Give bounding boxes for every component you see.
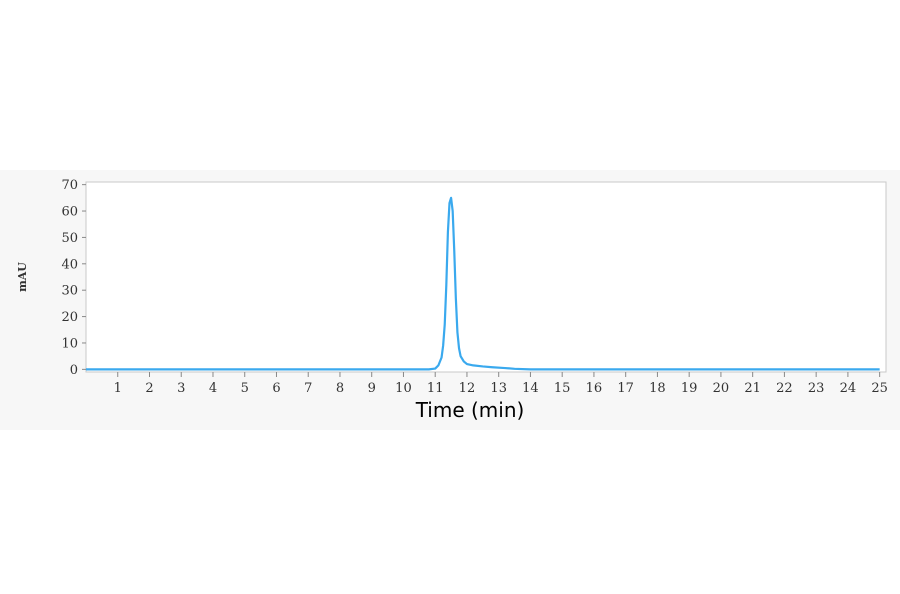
plot-area bbox=[85, 181, 887, 373]
x-axis: 1 2 3 4 5 6 7 8 9 10 11 12 13 14 15 16 17 18 19 20 21 22 23 24 2… bbox=[114, 372, 888, 396]
y-axis: 0 10 20 30 40 50 60 70 bbox=[61, 178, 86, 378]
x-tick-label: 1 bbox=[114, 381, 122, 396]
y-tick-label: 60 bbox=[61, 205, 78, 220]
y-tick-label: 20 bbox=[61, 310, 78, 325]
x-tick-label: 15 bbox=[554, 381, 571, 396]
x-tick-label: 14 bbox=[522, 381, 539, 396]
x-tick-label: 19 bbox=[681, 381, 698, 396]
x-tick-label: 12 bbox=[459, 381, 476, 396]
x-tick-label: 23 bbox=[808, 381, 825, 396]
x-tick-label: 22 bbox=[776, 381, 793, 396]
y-tick-label: 0 bbox=[70, 363, 78, 378]
x-axis-label: Time (min) bbox=[415, 398, 525, 422]
y-axis-label: mAU bbox=[16, 262, 29, 292]
x-tick-label: 7 bbox=[304, 381, 312, 396]
x-tick-label: 4 bbox=[209, 381, 217, 396]
x-tick-label: 20 bbox=[713, 381, 730, 396]
x-tick-label: 18 bbox=[649, 381, 666, 396]
x-tick-label: 10 bbox=[395, 381, 412, 396]
x-tick-label: 3 bbox=[177, 381, 185, 396]
x-tick-label: 17 bbox=[617, 381, 634, 396]
x-tick-label: 21 bbox=[744, 381, 761, 396]
series-line bbox=[86, 196, 880, 371]
x-tick-label: 16 bbox=[586, 381, 603, 396]
x-tick-label: 11 bbox=[427, 381, 444, 396]
x-tick-label: 8 bbox=[336, 381, 344, 396]
y-tick-label: 50 bbox=[61, 231, 78, 246]
x-tick-label: 5 bbox=[241, 381, 249, 396]
x-tick-label: 9 bbox=[368, 381, 376, 396]
y-tick-label: 40 bbox=[61, 257, 78, 272]
x-tick-label: 24 bbox=[840, 381, 857, 396]
x-tick-label: 13 bbox=[490, 381, 507, 396]
x-tick-label: 6 bbox=[272, 381, 280, 396]
chromatogram-figure: 0 10 20 30 40 50 60 70 1 2 3 4 5 6 7 8 9 10 11 12 13 14 15 16 1… bbox=[0, 170, 900, 430]
y-tick-label: 30 bbox=[61, 284, 78, 299]
y-tick-label: 70 bbox=[61, 178, 78, 193]
y-tick-label: 10 bbox=[61, 336, 78, 351]
x-tick-label: 25 bbox=[871, 381, 888, 396]
x-tick-label: 2 bbox=[145, 381, 153, 396]
